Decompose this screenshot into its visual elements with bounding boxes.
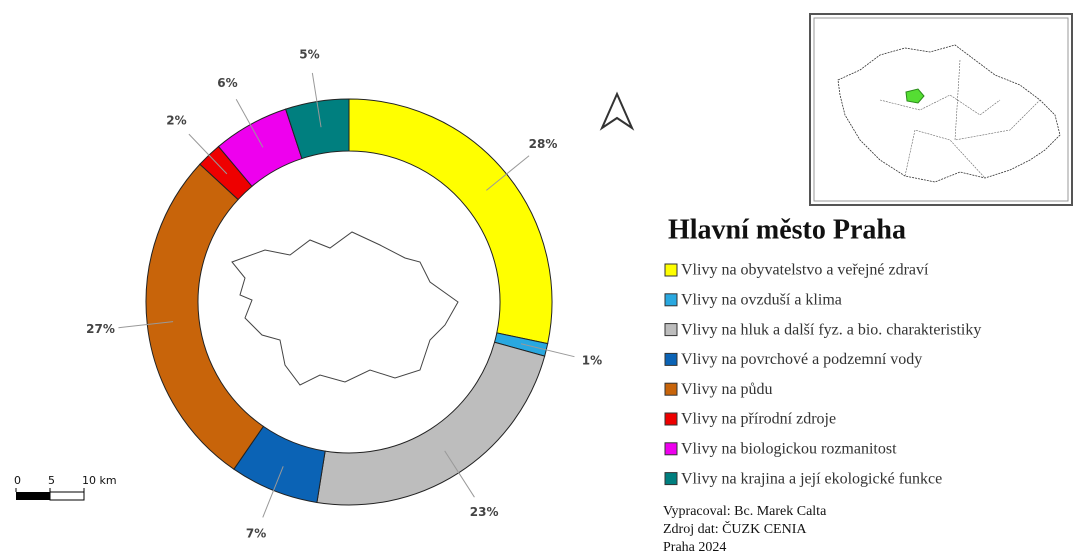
scale-label: 5 xyxy=(48,474,55,487)
scale-black xyxy=(16,492,50,500)
leader-line xyxy=(311,72,322,128)
legend-label: Vlivy na obyvatelstvo a veřejné zdraví xyxy=(681,262,929,279)
leader-line xyxy=(188,133,228,175)
scale-bar xyxy=(16,491,85,501)
legend-swatch xyxy=(664,263,678,277)
leader-line xyxy=(262,466,284,518)
value-label: 5% xyxy=(299,48,319,62)
legend-title: Hlavní město Praha xyxy=(668,214,906,245)
legend-swatch xyxy=(664,442,678,456)
legend-swatch xyxy=(664,382,678,396)
north-arrow xyxy=(599,91,635,131)
legend-swatch xyxy=(664,293,678,307)
leader-line xyxy=(235,99,264,148)
legend-label: Vlivy na půdu xyxy=(681,381,773,398)
value-label: 2% xyxy=(166,114,186,128)
value-label: 7% xyxy=(246,527,266,541)
legend-label: Vlivy na biologickou rozmanitost xyxy=(681,440,897,457)
legend-swatch xyxy=(664,323,678,337)
legend-swatch xyxy=(664,472,678,486)
legend-label: Vlivy na přírodní zdroje xyxy=(681,411,836,428)
leader-line xyxy=(444,450,475,498)
inset-frame xyxy=(809,13,1073,206)
legend-label: Vlivy na povrchové a podzemní vody xyxy=(681,351,922,368)
value-label: 28% xyxy=(529,137,558,151)
legend-label: Vlivy na ovzduší a klima xyxy=(681,291,842,308)
leader-line xyxy=(118,321,174,329)
inset-inner-frame xyxy=(813,17,1069,202)
czech-outline xyxy=(837,44,1061,183)
scale-label: 0 xyxy=(14,474,21,487)
scale-white xyxy=(49,491,85,501)
credit-line: Zdroj dat: ČUZK CENIA xyxy=(663,520,807,537)
value-label: 23% xyxy=(470,505,499,519)
legend-label: Vlivy na hluk a další fyz. a bio. charak… xyxy=(681,321,981,338)
donut-segment xyxy=(285,98,350,160)
region-borders xyxy=(879,59,1041,179)
leader-line xyxy=(520,343,575,358)
credit-line: Praha 2024 xyxy=(663,540,726,554)
value-label: 1% xyxy=(582,353,602,367)
legend-swatch xyxy=(664,352,678,366)
legend-swatch xyxy=(664,412,678,426)
praha-highlight xyxy=(905,88,925,104)
leader-line xyxy=(486,155,530,191)
value-label: 6% xyxy=(217,76,237,90)
scale-label: 10 km xyxy=(82,474,117,487)
value-label: 27% xyxy=(86,322,115,336)
legend-label: Vlivy na krajina a její ekologické funkc… xyxy=(681,470,942,487)
praha-outline xyxy=(231,231,459,386)
credit-line: Vypracoval: Bc. Marek Calta xyxy=(663,504,827,519)
